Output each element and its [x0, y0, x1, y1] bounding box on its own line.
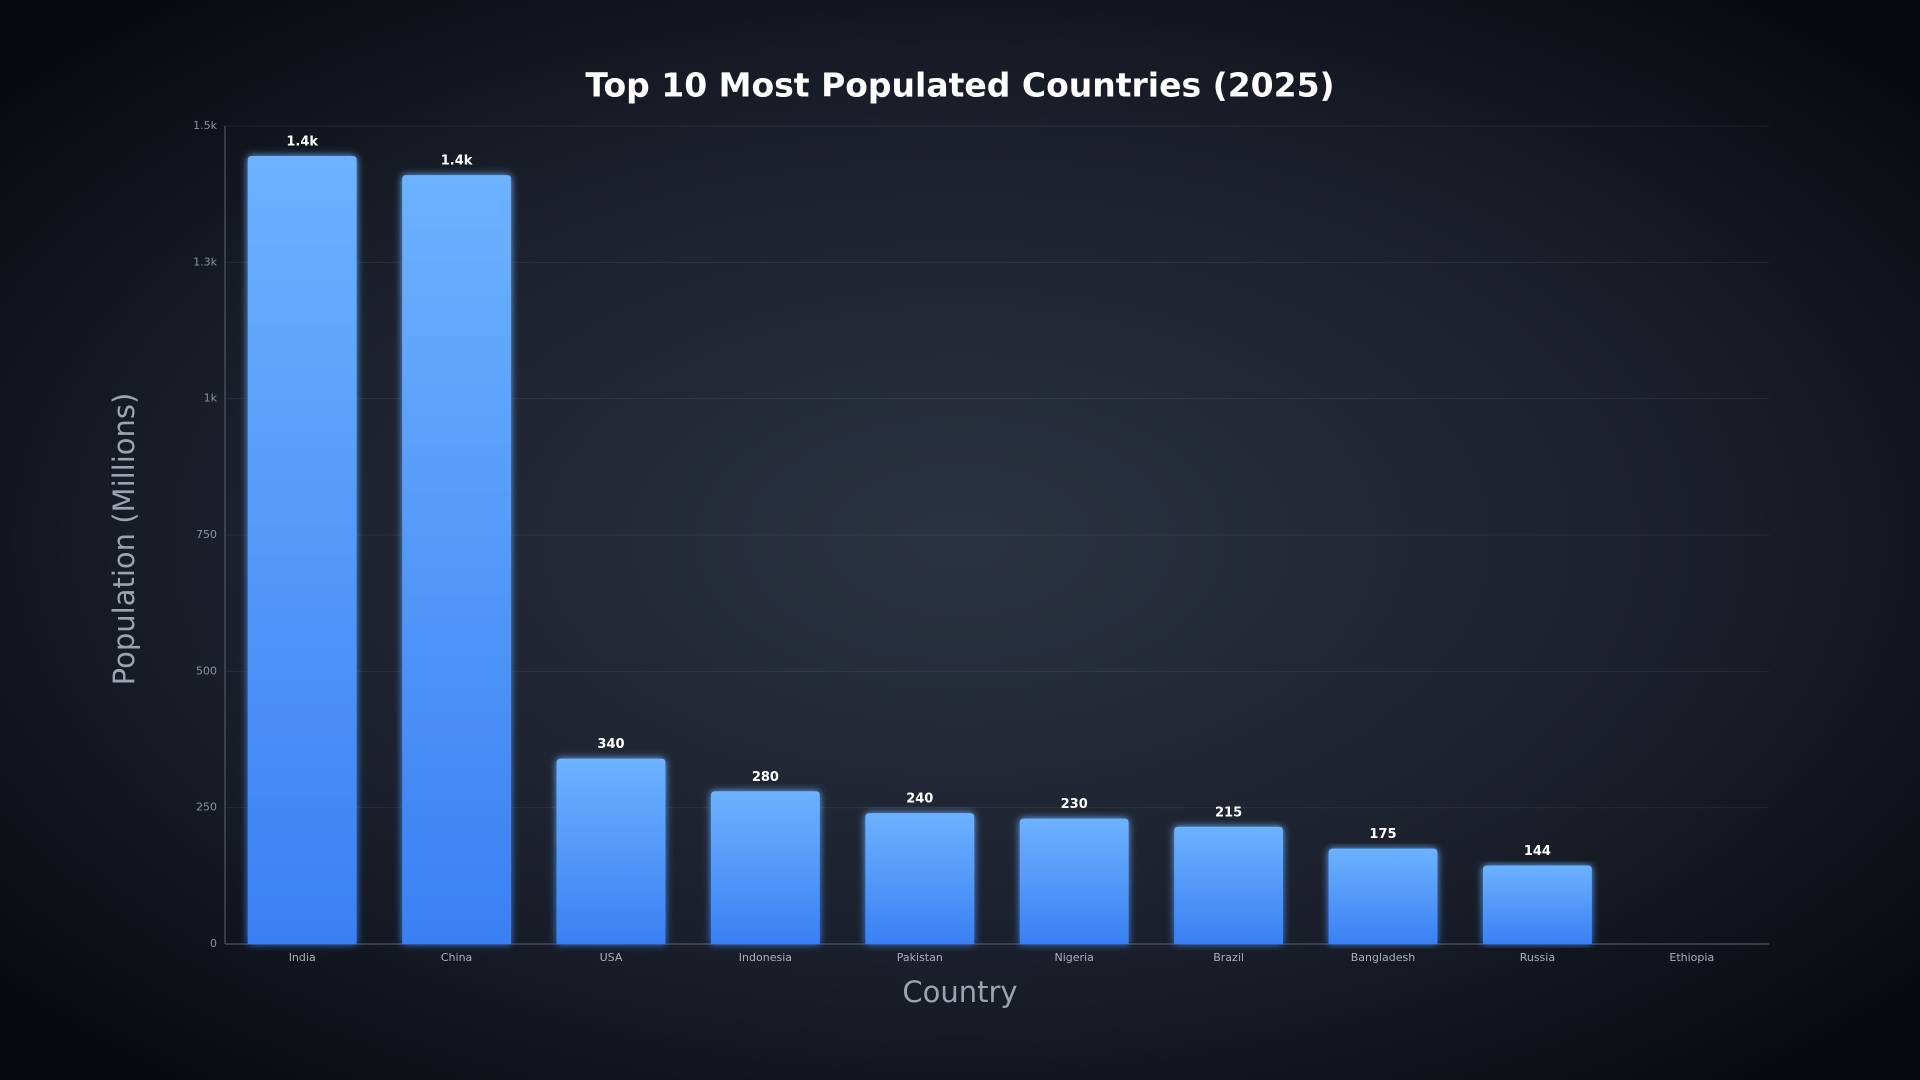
- y-tick-label: 250: [196, 801, 217, 814]
- x-tick-label: India: [289, 951, 316, 964]
- x-tick-label: Indonesia: [739, 951, 792, 964]
- bar: [1482, 865, 1592, 944]
- value-label: 175: [1369, 827, 1396, 842]
- bar: [710, 791, 820, 944]
- value-label: 1.4k: [441, 154, 473, 169]
- value-label: 230: [1061, 797, 1088, 812]
- y-tick-label: 0: [210, 937, 217, 950]
- bar: [1174, 826, 1284, 944]
- value-label: 144: [1524, 844, 1551, 859]
- x-tick-label: Brazil: [1213, 951, 1244, 964]
- x-tick-label: USA: [600, 951, 623, 964]
- bar: [402, 175, 512, 944]
- x-tick-label: China: [441, 951, 472, 964]
- x-tick-label: Nigeria: [1055, 951, 1094, 964]
- value-label: 240: [906, 792, 933, 807]
- y-tick-label: 500: [196, 664, 217, 677]
- bar: [247, 155, 357, 944]
- value-label: 280: [752, 770, 779, 785]
- x-tick-label: Ethiopia: [1669, 951, 1714, 964]
- chart-title: Top 10 Most Populated Countries (2025): [585, 66, 1334, 105]
- bar: [865, 813, 975, 944]
- x-tick-label: Russia: [1520, 951, 1555, 964]
- x-tick-label: Bangladesh: [1351, 951, 1416, 964]
- y-tick-label: 1.3k: [193, 255, 217, 268]
- value-label: 340: [597, 737, 624, 752]
- x-tick-label: Pakistan: [897, 951, 943, 964]
- y-tick-label: 1k: [204, 392, 218, 405]
- y-tick-label: 1.5k: [193, 119, 217, 132]
- y-axis-label: Population (Millions): [107, 393, 141, 686]
- bar: [1019, 818, 1129, 944]
- y-tick-label: 750: [196, 528, 217, 541]
- bar: [1328, 848, 1438, 944]
- value-label: 1.4k: [286, 134, 318, 149]
- x-axis-label: Country: [902, 975, 1017, 1009]
- bar: [556, 758, 666, 944]
- value-label: 215: [1215, 805, 1242, 820]
